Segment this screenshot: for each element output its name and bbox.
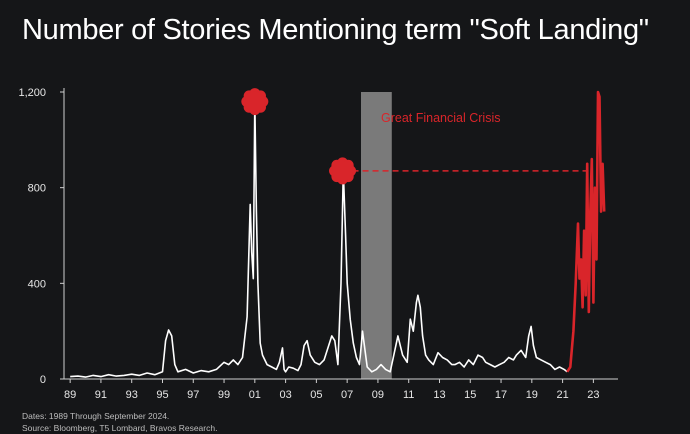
series-line-red bbox=[566, 90, 606, 373]
peak-marker-core bbox=[244, 91, 265, 112]
series-line-white bbox=[70, 100, 568, 378]
peak-marker bbox=[241, 88, 269, 116]
x-tick-label: 11 bbox=[403, 389, 414, 401]
x-tick-label: 05 bbox=[310, 389, 322, 401]
x-tick-label: 09 bbox=[372, 389, 384, 401]
x-tick-label: 07 bbox=[341, 389, 353, 401]
x-tick-label: 93 bbox=[126, 389, 138, 401]
crisis-band bbox=[361, 92, 392, 379]
y-tick-label: 400 bbox=[28, 278, 46, 290]
x-tick-label: 19 bbox=[526, 389, 538, 401]
x-tick-label: 17 bbox=[495, 389, 507, 401]
peak-marker bbox=[329, 157, 357, 185]
y-tick-label: 800 bbox=[28, 183, 46, 195]
x-tick-label: 03 bbox=[279, 389, 291, 401]
x-tick-label: 91 bbox=[95, 389, 107, 401]
x-tick-label: 99 bbox=[218, 389, 230, 401]
y-tick-label: 0 bbox=[40, 374, 46, 386]
x-tick-label: 95 bbox=[156, 389, 168, 401]
x-tick-label: 89 bbox=[64, 389, 76, 401]
chart-title: Number of Stories Mentioning term "Soft … bbox=[22, 14, 649, 46]
y-tick-label: 1,200 bbox=[18, 87, 46, 99]
x-tick-label: 23 bbox=[587, 389, 599, 401]
x-tick-label: 97 bbox=[187, 389, 199, 401]
x-tick-label: 15 bbox=[464, 389, 476, 401]
peak-marker-core bbox=[332, 160, 353, 181]
crisis-band-label: Great Financial Crisis bbox=[381, 111, 500, 125]
dates-note: Dates: 1989 Through September 2024. bbox=[22, 411, 170, 421]
source-note: Source: Bloomberg, T5 Lombard, Bravos Re… bbox=[22, 423, 218, 433]
x-tick-label: 21 bbox=[556, 389, 568, 401]
x-tick-label: 13 bbox=[433, 389, 445, 401]
x-tick-label: 01 bbox=[249, 389, 261, 401]
